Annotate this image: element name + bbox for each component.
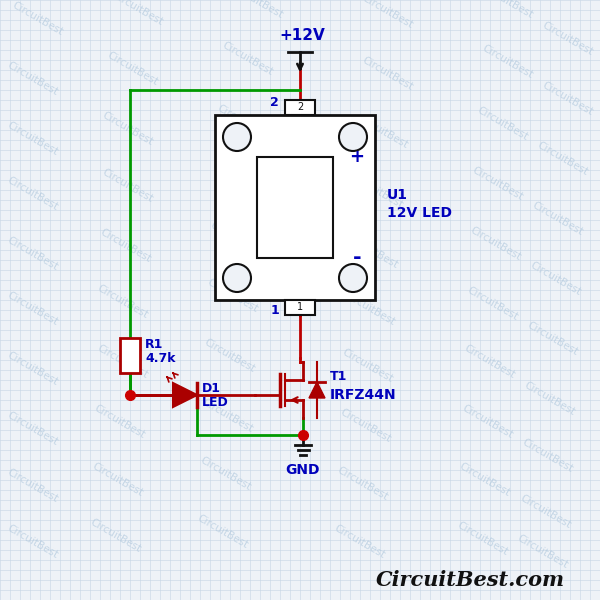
Bar (285, 100, 315, 115)
Text: CircuitBest: CircuitBest (90, 461, 145, 498)
Text: CircuitBest: CircuitBest (475, 105, 529, 142)
Circle shape (339, 264, 367, 292)
Text: 1: 1 (297, 302, 303, 313)
Text: CircuitBest: CircuitBest (335, 465, 389, 502)
Text: CircuitBest: CircuitBest (5, 235, 59, 272)
Text: CircuitBest: CircuitBest (515, 533, 569, 570)
Text: CircuitBest: CircuitBest (98, 227, 152, 264)
Text: T1: T1 (330, 370, 347, 383)
Bar (257, 157, 333, 258)
Text: CircuitBest: CircuitBest (105, 50, 160, 87)
Text: CircuitBest: CircuitBest (350, 173, 404, 210)
Circle shape (223, 264, 251, 292)
Text: 2: 2 (270, 95, 279, 109)
Polygon shape (309, 382, 325, 398)
Text: CircuitBest: CircuitBest (468, 225, 523, 262)
Text: CircuitBest: CircuitBest (520, 437, 574, 474)
Text: CircuitBest: CircuitBest (480, 43, 535, 80)
Text: CircuitBest: CircuitBest (460, 403, 514, 440)
Text: U1: U1 (387, 188, 408, 202)
Text: +12V: +12V (279, 28, 325, 43)
Text: CircuitBest: CircuitBest (340, 347, 394, 384)
Circle shape (339, 123, 367, 151)
Text: -: - (353, 248, 361, 268)
Text: CircuitBest: CircuitBest (100, 167, 154, 204)
Text: CircuitBest: CircuitBest (198, 455, 253, 492)
Text: CircuitBest: CircuitBest (202, 337, 256, 374)
Text: CircuitBest: CircuitBest (100, 110, 154, 147)
Text: CircuitBest: CircuitBest (5, 467, 59, 504)
Text: CircuitBest: CircuitBest (215, 103, 269, 140)
Text: CircuitBest: CircuitBest (338, 407, 392, 444)
Text: CircuitBest: CircuitBest (355, 113, 409, 150)
Text: 4.7k: 4.7k (145, 352, 176, 364)
Text: CircuitBest: CircuitBest (530, 200, 584, 237)
Text: CircuitBest: CircuitBest (332, 523, 386, 560)
Text: CircuitBest: CircuitBest (525, 320, 580, 357)
Text: CircuitBest: CircuitBest (5, 410, 59, 447)
Text: CircuitBest: CircuitBest (360, 0, 415, 30)
Text: CircuitBest: CircuitBest (342, 290, 397, 327)
Text: CircuitBest: CircuitBest (210, 160, 265, 197)
Text: CircuitBest: CircuitBest (208, 220, 262, 257)
Text: CircuitBest: CircuitBest (230, 0, 284, 20)
Text: CircuitBest: CircuitBest (470, 165, 524, 202)
Text: CircuitBest: CircuitBest (110, 0, 164, 27)
Text: CircuitBest: CircuitBest (540, 20, 595, 57)
Circle shape (223, 123, 251, 151)
Text: CircuitBest.com: CircuitBest.com (376, 570, 565, 590)
Text: CircuitBest: CircuitBest (528, 260, 583, 297)
Text: CircuitBest: CircuitBest (5, 290, 59, 327)
Text: CircuitBest: CircuitBest (5, 60, 59, 97)
Text: CircuitBest: CircuitBest (465, 285, 520, 322)
Text: CircuitBest: CircuitBest (95, 343, 149, 380)
Text: IRFZ44N: IRFZ44N (330, 388, 397, 402)
Text: CircuitBest: CircuitBest (535, 140, 589, 177)
Text: CircuitBest: CircuitBest (205, 277, 259, 314)
Text: CircuitBest: CircuitBest (200, 397, 254, 434)
Text: 12V LED: 12V LED (387, 206, 452, 220)
Text: CircuitBest: CircuitBest (522, 380, 577, 417)
Bar (215, 115, 375, 300)
Text: CircuitBest: CircuitBest (220, 40, 274, 77)
Text: CircuitBest: CircuitBest (5, 120, 59, 157)
Text: CircuitBest: CircuitBest (455, 520, 509, 557)
Text: CircuitBest: CircuitBest (88, 517, 142, 554)
Text: GND: GND (286, 463, 320, 477)
Text: CircuitBest: CircuitBest (345, 233, 400, 270)
Text: CircuitBest: CircuitBest (480, 0, 535, 20)
Text: R1: R1 (145, 337, 163, 350)
Text: CircuitBest: CircuitBest (5, 350, 59, 387)
Text: CircuitBest: CircuitBest (195, 513, 250, 550)
Text: CircuitBest: CircuitBest (5, 523, 59, 560)
Text: CircuitBest: CircuitBest (10, 0, 64, 37)
Text: CircuitBest: CircuitBest (360, 55, 415, 92)
Text: 2: 2 (297, 103, 303, 113)
Polygon shape (173, 383, 197, 407)
Text: CircuitBest: CircuitBest (457, 461, 511, 498)
Text: CircuitBest: CircuitBest (540, 80, 595, 117)
Text: +: + (349, 148, 365, 166)
Text: CircuitBest: CircuitBest (5, 175, 59, 212)
Bar (120, 338, 140, 373)
Text: CircuitBest: CircuitBest (462, 343, 517, 380)
Text: CircuitBest: CircuitBest (92, 403, 146, 440)
Text: 1: 1 (270, 304, 279, 317)
Text: LED: LED (202, 397, 229, 409)
Text: CircuitBest: CircuitBest (95, 283, 149, 320)
Text: CircuitBest: CircuitBest (518, 493, 572, 530)
Text: D1: D1 (202, 383, 221, 395)
Bar (285, 300, 315, 315)
